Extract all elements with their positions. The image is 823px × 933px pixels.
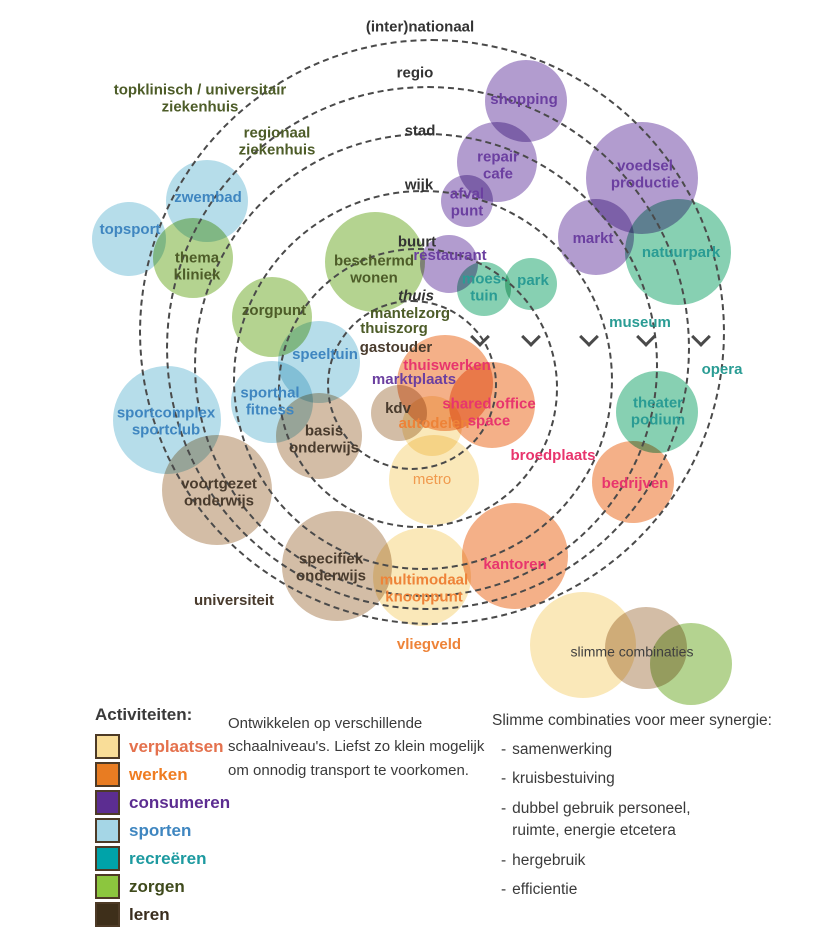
synergy-item-text: samenwerking (512, 741, 613, 758)
label-topsport: topsport (99, 220, 161, 238)
bullet-dash: - (501, 881, 507, 899)
ring-thuis (327, 300, 497, 470)
synergy-item-text: efficientie (512, 881, 578, 899)
ring-label-inter-nationaal: (inter)nationaal (365, 18, 475, 36)
label-marktplaats: marktplaats (371, 370, 457, 388)
synergy-items: - samenwerking - kruisbestuiving - dubbel geb… (492, 739, 802, 902)
bullet-dash: - (501, 799, 507, 817)
label-zorgpunt: zorgpunt (241, 301, 307, 319)
bullet-dash: - (501, 770, 507, 788)
bullet-dash: - (501, 741, 507, 758)
synergy-item-dubbel-gebruik-personeel-ruimte-energie-etcetera: - dubbel gebruik personeel, ruimte, energ… (501, 798, 802, 843)
legend-title: Activiteiten: (95, 705, 193, 724)
label-shopping: shopping (490, 90, 558, 108)
legend: Activiteiten: verplaatsen werken consumere… (95, 705, 230, 930)
label-universiteit: universiteit (193, 591, 275, 609)
legend-row-sporten: sporten (95, 818, 230, 843)
label-bedrijven: bedrijven (601, 474, 669, 492)
legend-swatch-recre-ren (95, 846, 120, 871)
label-thuiswerken: thuiswerken (403, 356, 491, 374)
legend-swatch-verplaatsen (95, 734, 120, 759)
bullet-dash: - (501, 851, 507, 869)
legend-label-zorgen: zorgen (129, 876, 185, 896)
bubble-slimme-groen (650, 623, 732, 705)
ring-label-thuis: thuis (398, 287, 434, 305)
ring-regio (166, 86, 690, 610)
legend-label-werken: werken (129, 764, 188, 784)
ring-stad (194, 133, 658, 597)
ring-buurt (278, 248, 558, 528)
legend-label-leren: leren (129, 904, 170, 924)
label-specifiek-onderwijs: specifiek onderwijs (295, 550, 367, 584)
synergy-item-hergebruik: - hergebruik (501, 850, 802, 872)
legend-label-verplaatsen: verplaatsen (129, 736, 224, 756)
legend-row-recre-ren: recreëren (95, 846, 230, 871)
label-kantoren: kantoren (483, 555, 547, 573)
label-theater-podium: theater podium (630, 394, 686, 428)
label-mantelzorg: mantelzorg (369, 304, 451, 322)
synergy-item-kruisbestuiving: - kruisbestuiving (501, 768, 802, 790)
legend-label-sporten: sporten (129, 820, 192, 840)
label-broedplaats: broedplaats (510, 446, 596, 464)
synergy-item-samenwerking: - samenwerking (501, 739, 802, 761)
label-shared-office-space: shared office space (442, 395, 536, 429)
label-voedsel-productie: voedsel productie (610, 157, 680, 191)
legend-swatch-consumeren (95, 790, 120, 815)
ring-label-buurt: buurt (397, 233, 437, 251)
label-afval-punt: afval punt (449, 185, 485, 219)
legend-row-consumeren: consumeren (95, 790, 230, 815)
label-thema-kliniek: thema kliniek (173, 249, 221, 283)
legend-label-recre-ren: recreëren (129, 848, 207, 868)
label-multimodaal-knooppunt: multimodaal knooppunt (379, 571, 469, 605)
ring-label-wijk: wijk (404, 176, 434, 194)
label-park: park (517, 271, 549, 289)
legend-row-werken: werken (95, 762, 230, 787)
legend-swatch-zorgen (95, 874, 120, 899)
ring-label-stad: stad (404, 122, 436, 140)
synergy-item-text: hergebruik (512, 851, 586, 869)
synergy-note: Slimme combinaties voor meer synergie: -… (492, 712, 802, 909)
legend-swatch-werken (95, 762, 120, 787)
synergy-item-efficientie: - efficientie (501, 879, 802, 901)
label-zwembad: zwembad (174, 188, 242, 206)
label-sporthal-fitness: sporthal fitness (240, 384, 300, 418)
ring-label-regio: regio (396, 64, 434, 82)
label-kdv: kdv (385, 399, 411, 417)
label-regionaal-ziekenhuis: regionaal ziekenhuis (238, 124, 316, 158)
legend-row-verplaatsen: verplaatsen (95, 734, 230, 759)
legend-row-zorgen: zorgen (95, 874, 230, 899)
label-beschermd-wonen: beschermd wonen (333, 252, 415, 286)
label-gastouder: gastouder (359, 338, 433, 356)
label-repair-cafe: repair cafe (477, 148, 519, 182)
development-note: Ontwikkelen op verschillende schaalnivea… (228, 715, 485, 779)
label-moes-tuin: moes-tuin (461, 270, 507, 304)
ring-inter-nationaal (139, 39, 725, 625)
legend-items: verplaatsen werken consumeren sporten recreë… (95, 734, 230, 927)
label-topklinisch-universitair-ziekenhuis: topklinisch / universitair ziekenhuis (113, 81, 287, 115)
label-vliegveld: vliegveld (396, 635, 462, 653)
label-basis-onderwijs: basis onderwijs (288, 422, 360, 456)
legend-swatch-leren (95, 902, 120, 927)
synergy-item-text: kruisbestuiving (512, 770, 615, 788)
label-markt: markt (572, 229, 614, 247)
ring-wijk (233, 190, 613, 570)
synergy-title: Slimme combinaties voor meer synergie: (492, 712, 772, 729)
synergy-item-text: dubbel gebruik personeel, ruimte, energi… (512, 799, 691, 840)
label-natuurpark: natuurpark (641, 243, 721, 261)
label-autodelen: autodelen (398, 414, 470, 432)
label-thuiszorg: thuiszorg (360, 319, 428, 337)
legend-swatch-sporten (95, 818, 120, 843)
label-speeltuin: speeltuin (292, 345, 358, 363)
legend-row-leren: leren (95, 902, 230, 927)
label-sportcomplex-sportclub: sportcomplex sportclub (116, 404, 216, 438)
label-metro: metro (412, 470, 452, 488)
legend-label-consumeren: consumeren (129, 792, 231, 812)
label-restaurant: restaurant (413, 246, 487, 264)
label-opera: opera (701, 360, 743, 378)
label-museum: museum (609, 313, 671, 331)
label-slimme-combinaties: slimme combinaties (570, 643, 694, 660)
label-voortgezet-onderwijs: voortgezet onderwijs (181, 475, 257, 509)
